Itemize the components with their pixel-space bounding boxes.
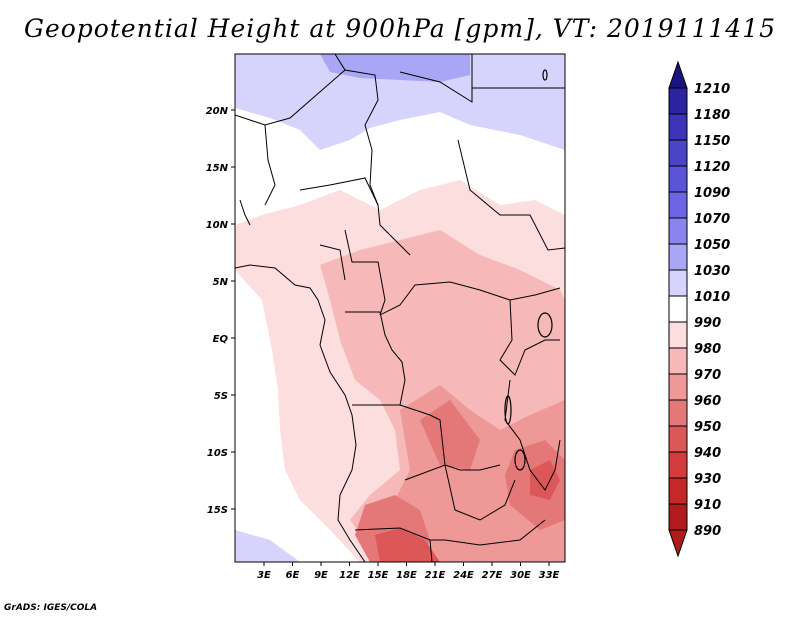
latitude-axis: 20N 15N 10N 5N EQ 5S 10S 15S xyxy=(206,106,235,516)
colorbar-level-label: 950 xyxy=(694,420,721,435)
colorbar-swatch xyxy=(668,425,688,453)
map-title: Geopotential Height at 900hPa [gpm], VT:… xyxy=(23,14,777,43)
colorbar-top-arrow xyxy=(668,60,688,89)
longitude-axis: 3E 6E 9E 12E 15E 18E 21E 24E 27E 30E 33E xyxy=(257,562,560,581)
colorbar-level-label: 980 xyxy=(694,342,721,357)
colorbar-level-label: 960 xyxy=(694,394,721,409)
lon-tick-label: 27E xyxy=(482,570,503,581)
colorbar-level-label: 910 xyxy=(694,498,721,513)
colorbar-swatch xyxy=(668,503,688,531)
colorbar-swatch xyxy=(668,113,688,141)
lat-tick-label: EQ xyxy=(213,334,229,345)
colorbar-swatch xyxy=(668,373,688,401)
lon-tick-label: 3E xyxy=(257,570,271,581)
colorbar-level-label: 1120 xyxy=(694,160,730,175)
colorbar-swatch xyxy=(668,87,688,115)
colorbar-level-label: 970 xyxy=(694,368,721,383)
colorbar-swatch xyxy=(668,451,688,479)
lon-tick-label: 24E xyxy=(453,570,474,581)
colorbar-level-label: 1150 xyxy=(694,134,730,149)
lon-tick-label: 12E xyxy=(339,570,360,581)
colorbar-swatch xyxy=(668,295,688,323)
lon-tick-label: 6E xyxy=(286,570,300,581)
lon-tick-label: 18E xyxy=(396,570,417,581)
colorbar-level-label: 1010 xyxy=(694,290,730,305)
colorbar-bottom-arrow xyxy=(668,529,688,558)
colorbar-level-label: 1030 xyxy=(694,264,730,279)
lakes xyxy=(504,69,553,471)
credit-label: GrADS: IGES/COLA xyxy=(4,603,98,613)
colorbar-level-label: 930 xyxy=(694,472,721,487)
colorbar-level-label: 1070 xyxy=(694,212,730,227)
colorbar-swatch xyxy=(668,243,688,271)
colorbar-level-label: 990 xyxy=(694,316,721,331)
lon-tick-label: 21E xyxy=(425,570,446,581)
lat-tick-label: 5N xyxy=(213,277,229,288)
lon-tick-label: 30E xyxy=(510,570,531,581)
colorbar-swatch xyxy=(668,399,688,427)
colorbar-swatch xyxy=(668,139,688,167)
colorbar-swatch xyxy=(668,217,688,245)
lon-tick-label: 9E xyxy=(314,570,328,581)
colorbar-swatch xyxy=(668,321,688,349)
boundaries xyxy=(235,54,565,562)
lat-tick-label: 15N xyxy=(206,163,229,174)
height-field xyxy=(235,54,565,562)
colorbar-level-label: 1050 xyxy=(694,238,730,253)
colorbar: 1210 1180 1150 1120 1090 1070 1050 1030 1010 990 9… xyxy=(668,60,730,558)
colorbar-swatch xyxy=(668,477,688,505)
colorbar-swatch xyxy=(668,191,688,219)
colorbar-level-label: 1210 xyxy=(694,82,730,97)
lat-tick-label: 15S xyxy=(207,505,228,516)
lat-tick-label: 20N xyxy=(206,106,229,117)
lat-tick-label: 10S xyxy=(207,448,228,459)
map-frame xyxy=(234,53,566,563)
colorbar-swatch xyxy=(668,269,688,297)
colorbar-swatch xyxy=(668,165,688,193)
colorbar-level-label: 1180 xyxy=(694,108,730,123)
lon-tick-label: 33E xyxy=(539,570,560,581)
lat-tick-label: 5S xyxy=(214,391,228,402)
lat-tick-label: 10N xyxy=(206,220,229,231)
colorbar-level-label: 940 xyxy=(694,446,721,461)
lon-tick-label: 15E xyxy=(368,570,389,581)
colorbar-level-label: 1090 xyxy=(694,186,730,201)
colorbar-swatch xyxy=(668,347,688,375)
colorbar-level-label: 890 xyxy=(694,524,721,539)
